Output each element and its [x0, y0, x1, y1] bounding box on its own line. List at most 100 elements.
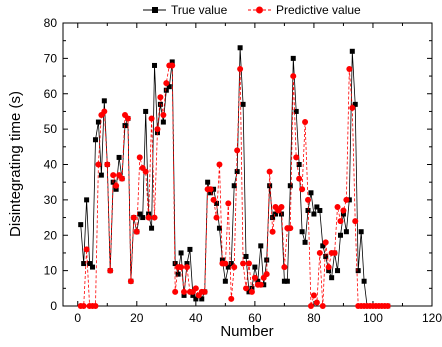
data-point	[216, 225, 222, 231]
y-tick-label: 40	[44, 158, 58, 172]
data-point	[137, 211, 143, 217]
data-point	[201, 288, 208, 295]
data-point	[208, 190, 214, 196]
data-point	[349, 48, 355, 54]
legend-pred-label: Predictive value	[276, 3, 361, 17]
data-point	[101, 108, 108, 115]
x-tick-label: 120	[422, 311, 442, 325]
x-tick-label: 20	[130, 311, 144, 325]
data-point	[331, 249, 338, 256]
y-tick-label: 80	[44, 16, 58, 30]
data-point	[81, 261, 87, 267]
data-point	[317, 207, 323, 213]
data-point	[127, 278, 134, 285]
data-point	[130, 214, 137, 221]
data-point	[154, 126, 161, 133]
data-point	[349, 104, 356, 111]
data-point	[278, 203, 285, 210]
data-point	[329, 275, 335, 281]
data-point	[287, 225, 294, 232]
data-point	[319, 303, 326, 309]
data-point	[252, 264, 258, 270]
data-point	[178, 264, 185, 271]
data-point	[231, 264, 238, 271]
data-point	[169, 62, 176, 69]
data-point	[258, 243, 264, 249]
data-point	[299, 186, 306, 193]
data-point	[293, 154, 300, 161]
data-point	[296, 175, 303, 182]
data-point	[214, 200, 220, 206]
data-point	[213, 214, 220, 221]
data-point	[166, 84, 172, 90]
data-point	[222, 278, 228, 284]
data-point	[340, 207, 347, 214]
y-tick-label: 60	[44, 87, 58, 101]
data-point	[234, 169, 240, 175]
data-point	[157, 94, 164, 101]
data-point	[273, 211, 279, 217]
data-point	[207, 186, 214, 193]
data-point	[245, 260, 252, 267]
data-point	[205, 179, 211, 185]
data-point	[296, 162, 302, 167]
data-point	[163, 87, 169, 93]
data-point	[101, 98, 107, 104]
data-point	[287, 183, 293, 189]
data-point	[184, 261, 190, 267]
data-point	[284, 278, 290, 284]
data-point	[358, 229, 364, 235]
data-point	[222, 260, 229, 267]
data-point	[225, 200, 232, 207]
data-point	[148, 115, 155, 122]
data-point	[302, 119, 309, 126]
data-point	[160, 111, 167, 118]
data-point	[307, 303, 314, 309]
y-axis: 0 10 20 30 40 50 60 70 80	[44, 16, 432, 313]
y-tick-label: 70	[44, 51, 58, 65]
data-point	[302, 239, 308, 245]
data-point	[157, 101, 163, 107]
data-point	[160, 119, 166, 125]
data-point	[355, 268, 361, 274]
y-tick-label: 10	[44, 264, 58, 278]
data-point	[113, 186, 119, 192]
data-point	[107, 267, 114, 274]
data-point	[325, 264, 332, 271]
data-point	[384, 303, 391, 309]
y-tick-label: 30	[44, 193, 58, 207]
data-point	[104, 161, 111, 168]
series-line	[80, 65, 388, 307]
data-point	[293, 108, 299, 114]
data-point	[119, 175, 126, 182]
data-point	[337, 232, 343, 238]
data-point	[163, 80, 170, 87]
data-point	[92, 303, 99, 309]
data-point	[219, 257, 225, 263]
data-point	[352, 218, 359, 225]
data-point	[124, 115, 131, 122]
data-point	[281, 278, 287, 284]
data-point	[299, 229, 305, 235]
data-point	[95, 119, 101, 125]
data-point	[187, 246, 193, 252]
data-point	[122, 123, 128, 129]
x-axis-title: Number	[220, 323, 273, 340]
series-1	[77, 62, 391, 309]
data-point	[243, 253, 249, 259]
data-point	[190, 292, 196, 298]
data-point	[316, 249, 323, 256]
data-point	[143, 108, 149, 114]
legend-true-marker	[152, 7, 158, 13]
data-point	[308, 190, 314, 196]
data-point	[80, 303, 87, 309]
data-point	[320, 243, 326, 249]
data-point	[267, 183, 273, 189]
data-point	[192, 285, 199, 292]
data-point	[225, 264, 231, 270]
data-point	[90, 264, 96, 270]
x-tick-label: 0	[74, 311, 81, 325]
y-tick-label: 0	[50, 299, 57, 313]
data-point	[264, 257, 270, 263]
